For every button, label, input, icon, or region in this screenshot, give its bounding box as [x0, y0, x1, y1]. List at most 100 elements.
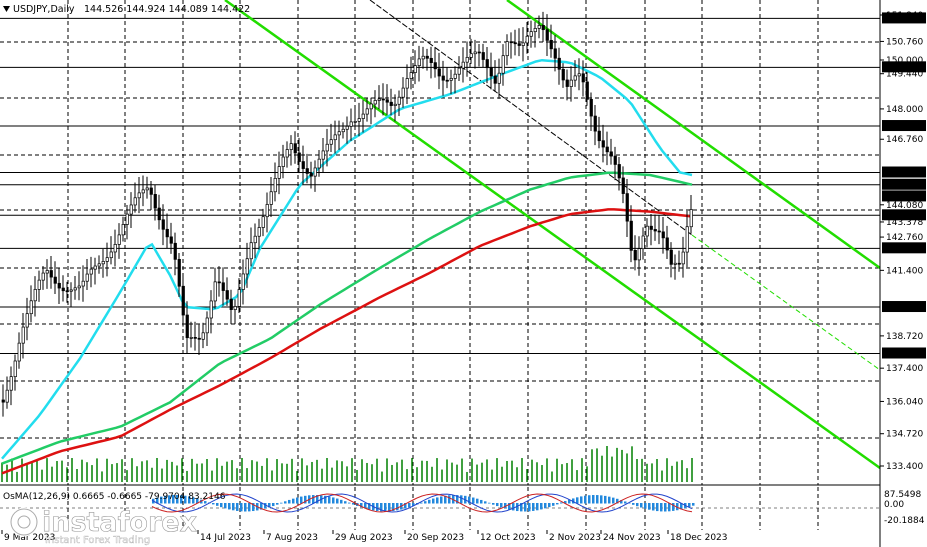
osc-bar [428, 499, 431, 504]
candle-body [465, 57, 469, 63]
candle-body [553, 48, 557, 59]
candle-body [181, 285, 185, 316]
candle-body [353, 120, 357, 123]
y-tick-label: 149.700 [886, 63, 923, 73]
candle-body [365, 108, 369, 115]
y-tick-label: 150.760 [886, 37, 923, 47]
candle-body [345, 125, 349, 130]
osc-bar [328, 496, 331, 504]
osc-bar [412, 503, 415, 506]
osc-bar [532, 503, 535, 511]
candle-body [593, 115, 597, 132]
osc-bar [564, 501, 567, 504]
price-tag-bg [882, 209, 926, 221]
candle-body [541, 25, 545, 31]
candle-body [221, 282, 225, 291]
candle-body [397, 96, 401, 105]
osc-bar [448, 495, 451, 504]
candle-body [573, 75, 577, 81]
osc-bar [676, 503, 679, 511]
candle-body [157, 207, 161, 221]
osc-bar [248, 503, 251, 512]
osc-bar [432, 498, 435, 504]
y-tick-label: 148.000 [886, 105, 923, 115]
channel-lower-line [224, 0, 881, 470]
candle-body [37, 279, 41, 290]
y-tick-label: 144.080 [886, 201, 923, 211]
y-tick-label: 143.650 [886, 211, 923, 221]
candle-body [161, 219, 165, 230]
x-tick-label: 7 Aug 2023 [266, 533, 318, 543]
horizontal-levels [0, 17, 880, 354]
candle-body [233, 306, 237, 310]
y-tick-label: 142.760 [886, 233, 923, 243]
candle-body [1, 399, 5, 403]
candle-body [433, 62, 437, 70]
candle-body [297, 152, 301, 162]
osc-bar [500, 503, 503, 508]
osc-bar [340, 499, 343, 504]
candle-body [409, 72, 413, 79]
candle-body [17, 342, 21, 362]
candle-body [361, 113, 365, 119]
osc-bar [644, 503, 647, 509]
osc-bar [176, 495, 179, 504]
candle-body [557, 57, 561, 70]
osc-bar [600, 495, 603, 504]
y-tick-label: 138.000 [886, 349, 923, 359]
candle-body [293, 143, 297, 154]
candle-body [29, 300, 33, 315]
candle-body [385, 99, 389, 103]
price-tag-bg [882, 120, 926, 132]
osc-bar [668, 503, 671, 512]
candle-body [621, 177, 625, 194]
osc-bar [560, 502, 563, 504]
candle-body [381, 98, 385, 101]
candle-body [429, 57, 433, 63]
osc-bar [384, 503, 387, 512]
osc-bar [620, 500, 623, 504]
candle-body [317, 158, 321, 169]
osc-bar [596, 495, 599, 504]
osc-bar [196, 498, 199, 504]
candle-body [113, 244, 117, 253]
candle-body [665, 237, 669, 251]
candle-body [565, 79, 569, 87]
candle-body [73, 287, 77, 291]
osc-bar [360, 503, 363, 508]
osc-bar [584, 495, 587, 504]
candle-body [445, 79, 449, 82]
osc-bar [616, 498, 619, 504]
candle-body [637, 248, 641, 261]
y-tick-label: 146.760 [886, 135, 923, 145]
osc-bar [168, 495, 171, 504]
osc-bar [624, 501, 627, 504]
candle-body [649, 225, 653, 230]
candle-body [489, 67, 493, 77]
osc-bar [228, 503, 231, 510]
candle-body [201, 332, 205, 340]
price-candles [1, 11, 693, 417]
price-tag-bg [882, 347, 926, 359]
candle-body [657, 230, 661, 233]
osc-bar [664, 503, 667, 512]
candle-body [209, 300, 213, 319]
trendline-dashed [369, 0, 693, 236]
chart-symbol: USDJPY,Daily [13, 4, 75, 15]
candle-body [289, 143, 293, 150]
osc-bar [216, 503, 219, 506]
price-tag-bg [882, 12, 926, 24]
candle-body [337, 131, 341, 136]
watermark-tagline: Instant Forex Trading [45, 535, 150, 546]
candle-body [545, 29, 549, 41]
osc-bar [436, 497, 439, 504]
candle-body [25, 313, 29, 328]
osc-bar [364, 503, 367, 509]
osc-bar [304, 495, 307, 504]
candle-body [517, 43, 521, 46]
collapse-arrow-icon[interactable] [3, 6, 10, 12]
y-tick-label: 141.400 [886, 266, 923, 276]
candle-body [497, 72, 501, 84]
candle-body [141, 189, 145, 194]
candle-body [41, 272, 45, 281]
